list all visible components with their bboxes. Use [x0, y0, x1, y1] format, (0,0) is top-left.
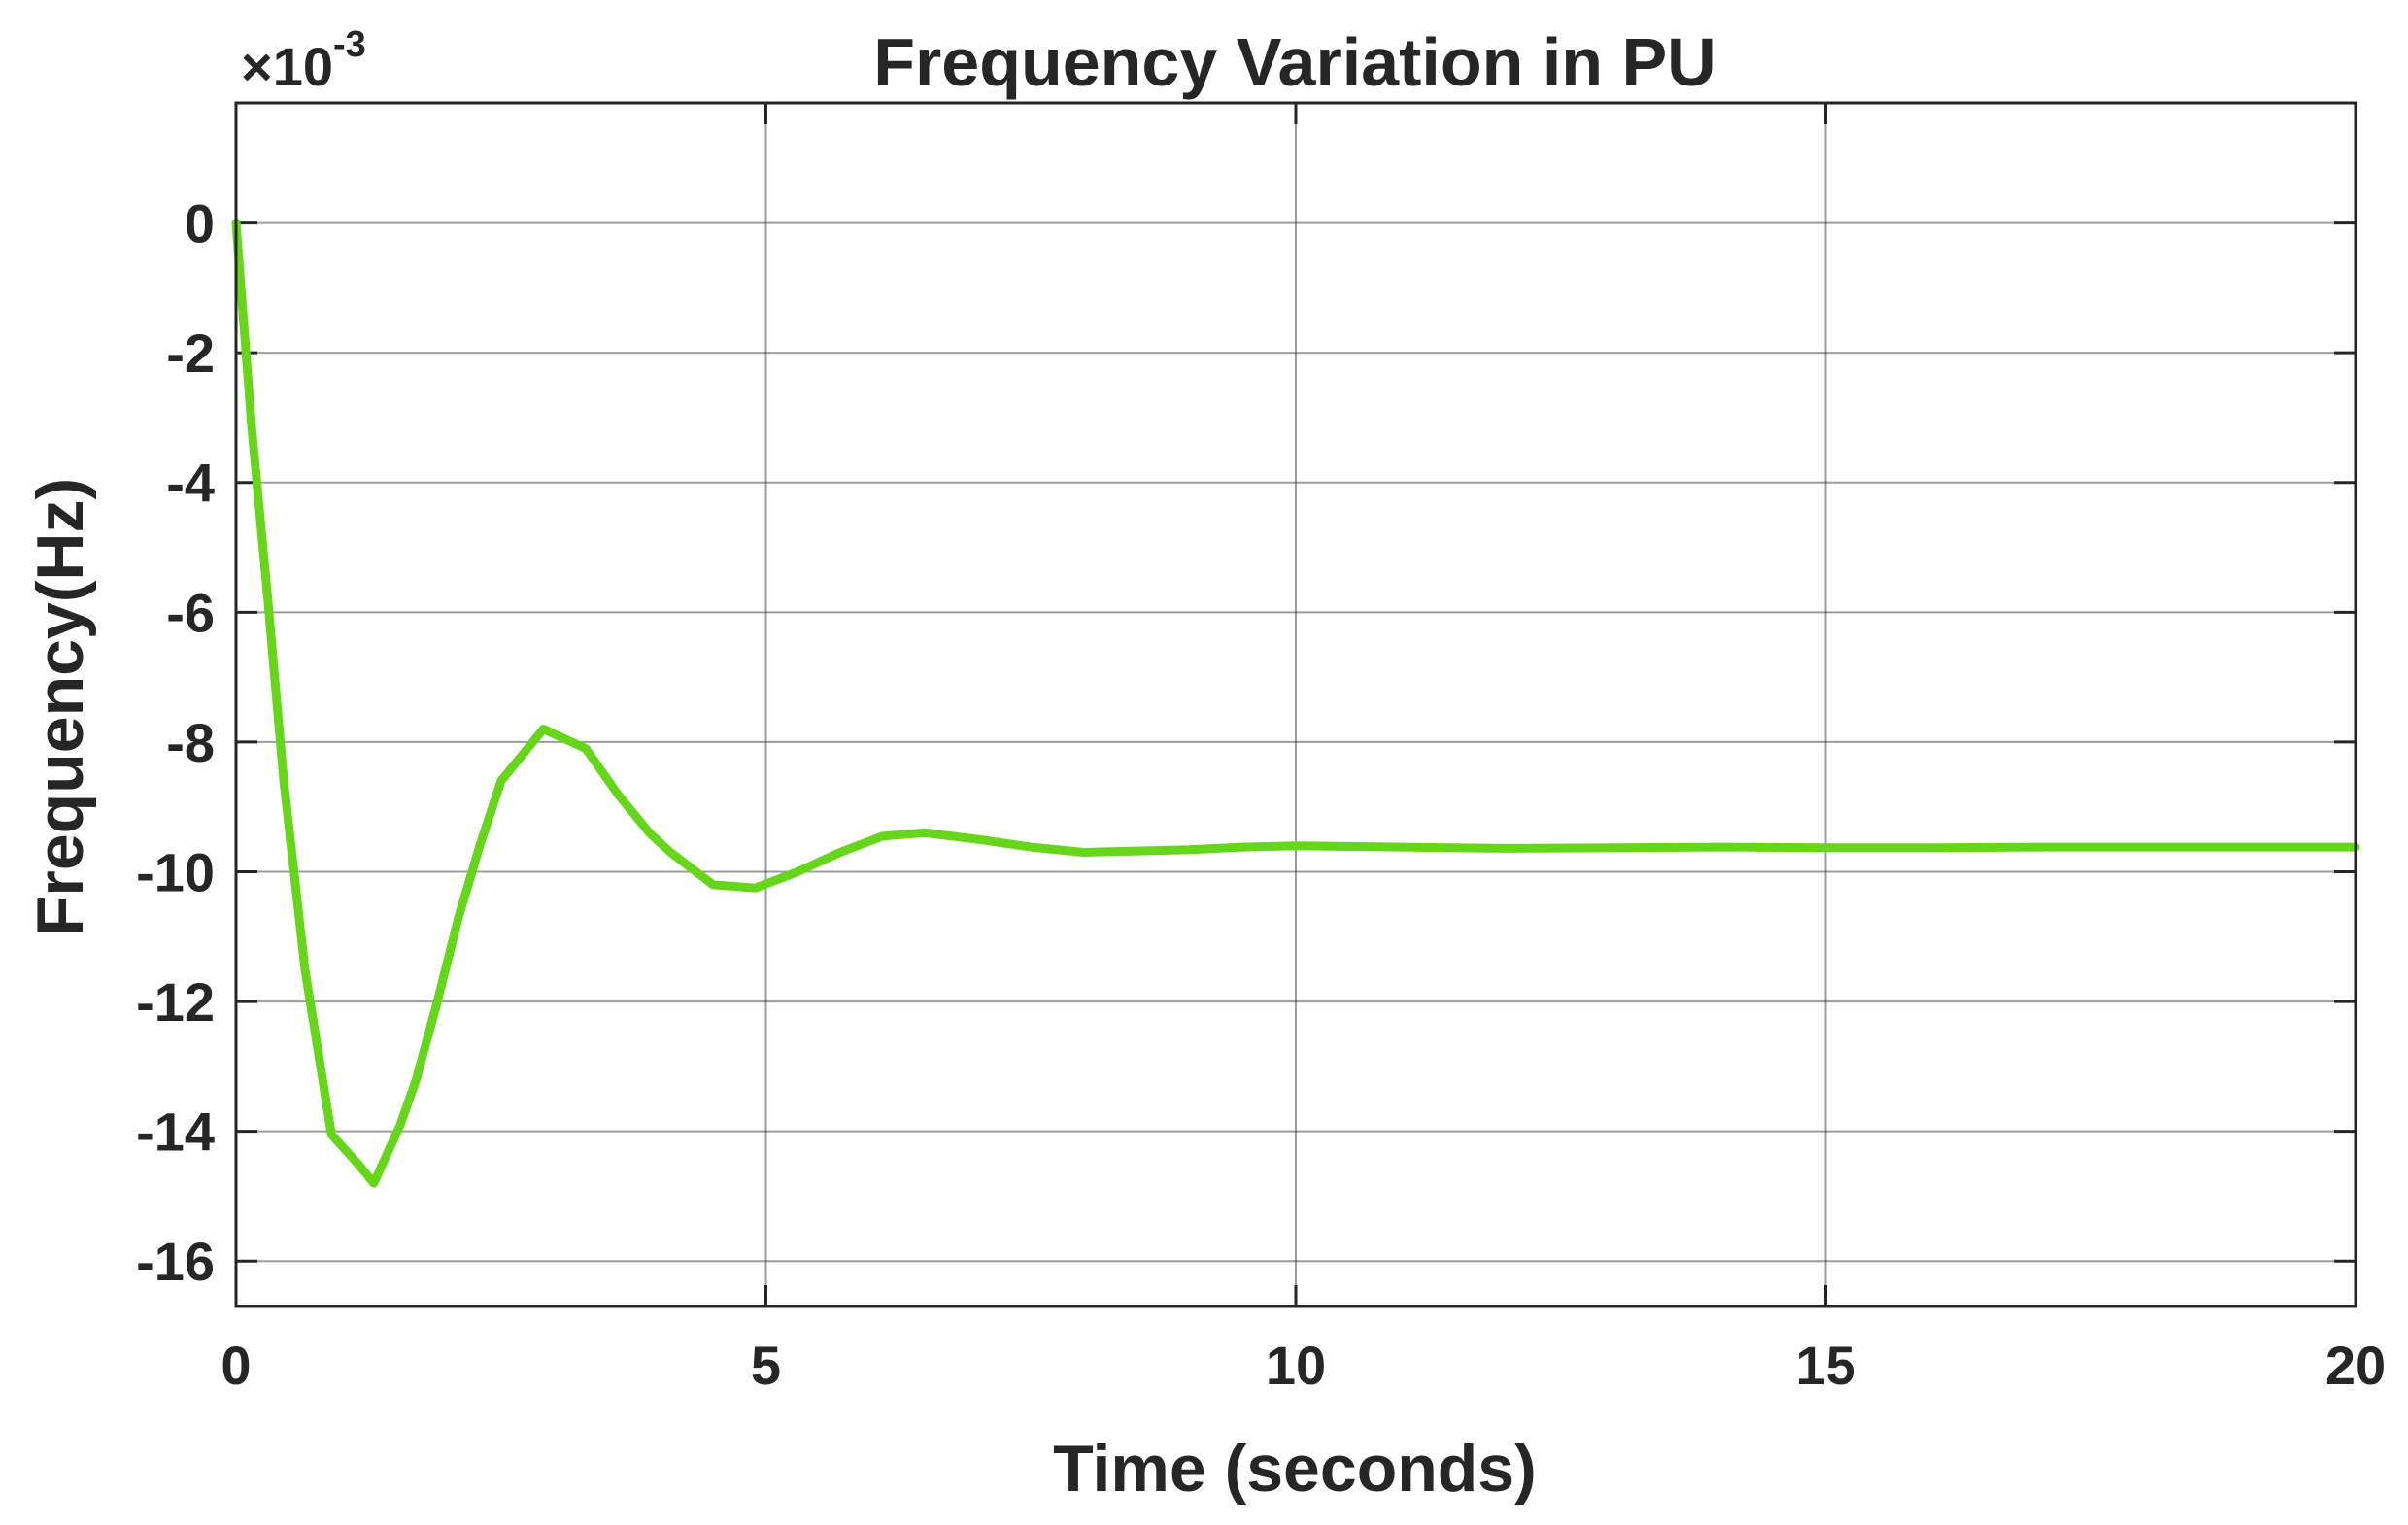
x-tick-label: 0: [220, 1335, 251, 1396]
y-axis-exponent: ×10-3: [241, 24, 366, 97]
x-tick-labels: 0 5 10 15 20: [220, 1335, 2386, 1396]
y-tick-label: -2: [166, 322, 215, 384]
y-tick-label: 0: [185, 193, 215, 254]
y-tick-label: -16: [136, 1231, 215, 1292]
chart-title: Frequency Variation in PU: [873, 24, 1715, 100]
x-axis-title: Time (seconds): [1053, 1432, 1537, 1506]
y-axis-title: Frequency(Hz): [23, 478, 97, 936]
series-layer: [231, 219, 2360, 1188]
y-axis-exponent-power: -3: [333, 24, 366, 65]
y-tick-label: -6: [166, 582, 215, 643]
y-axis-exponent-base: ×10: [241, 36, 333, 97]
y-tick-label: -4: [166, 453, 215, 514]
x-tick-label: 15: [1795, 1335, 1855, 1396]
x-tick-label: 5: [751, 1335, 781, 1396]
plot-frame: [234, 101, 2357, 1308]
y-tick-labels: 0 -2 -4 -6 -8 -10 -12 -14 -16: [136, 193, 215, 1293]
y-tick-label: -10: [136, 841, 215, 902]
plot-area: [236, 103, 2356, 1306]
x-tick-label: 20: [2325, 1335, 2386, 1396]
x-tick-label: 10: [1266, 1335, 1326, 1396]
y-tick-label: -14: [136, 1101, 215, 1163]
series-line: [231, 219, 2360, 1188]
y-tick-label: -8: [166, 712, 215, 773]
y-tick-label: -12: [136, 971, 215, 1033]
grid: [235, 103, 2357, 1306]
